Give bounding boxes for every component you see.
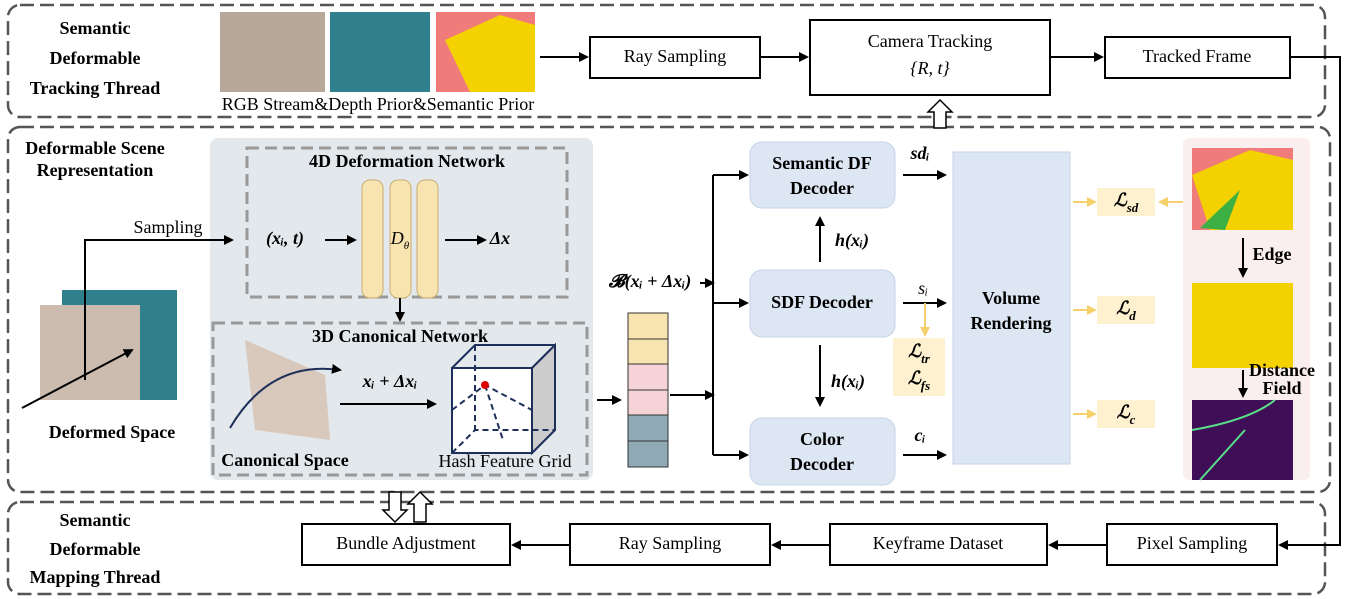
shape [628, 441, 668, 467]
layer [417, 180, 438, 298]
decoder-label: SDF Decoder [771, 292, 873, 312]
block-label: Rendering [971, 313, 1052, 333]
node-label: Camera Tracking [868, 31, 992, 51]
edge-label: Distance [1249, 360, 1315, 380]
thread-title: Semantic [60, 510, 131, 530]
hollow-arrow [383, 492, 407, 522]
math-label: xᵢ + Δxᵢ [362, 371, 418, 391]
math-label: sᵢ [918, 278, 928, 298]
math-label: h(xᵢ) [831, 371, 865, 392]
symbol: ℒ [1114, 190, 1128, 210]
shape [628, 339, 668, 364]
decoder-label: Decoder [790, 454, 854, 474]
node-label: Ray Sampling [624, 46, 727, 66]
distance-image [1192, 400, 1293, 480]
subscript: d [1129, 308, 1136, 323]
diagram: Semantic Deformable Tracking Thread RGB … [0, 0, 1351, 599]
node-label: Tracked Frame [1143, 46, 1252, 66]
symbol: ℒ [908, 341, 922, 361]
math-label: cᵢ [914, 425, 925, 445]
symbol: D [390, 228, 404, 248]
subscript: fs [921, 378, 930, 393]
subscript: θ [404, 240, 410, 252]
thread-title: Tracking Thread [30, 78, 161, 98]
node-label: {R, t} [910, 58, 950, 78]
decoder-label: Semantic DF [772, 153, 871, 173]
edge-label: Field [1263, 378, 1302, 398]
symbol: ℒ [1116, 298, 1130, 318]
caption: Canonical Space [221, 450, 349, 470]
node-label: Keyframe Dataset [873, 533, 1003, 553]
symbol: ℒ [1117, 402, 1131, 422]
edge-image [1192, 283, 1293, 368]
subscript: sd [1126, 200, 1139, 215]
rgb-image [40, 305, 140, 400]
node-label: Bundle Adjustment [336, 533, 476, 553]
symbol: ℒ [908, 368, 922, 388]
rgb-image [220, 12, 325, 92]
shape [628, 415, 668, 441]
decoder [750, 418, 895, 485]
caption: Deformed Space [49, 422, 175, 442]
hollow-arrow [408, 492, 432, 522]
subscript: tr [921, 351, 931, 366]
layer [362, 180, 383, 298]
decoder-label: Color [800, 429, 844, 449]
query-point [481, 381, 489, 389]
node-label: Ray Sampling [619, 533, 722, 553]
node-label: Pixel Sampling [1137, 533, 1248, 553]
math-label: sdᵢ [909, 143, 929, 163]
section-title: Deformable Scene [25, 138, 164, 158]
edge-label: Sampling [133, 217, 202, 237]
caption: Hash Feature Grid [439, 451, 572, 471]
thread-title: Semantic [60, 18, 131, 38]
feature-vector [628, 313, 668, 467]
shape [452, 368, 532, 453]
decoder-label: Decoder [790, 178, 854, 198]
thread-title: Mapping Thread [30, 567, 161, 587]
caption: RGB Stream&Depth Prior&Semantic Prior [222, 94, 534, 114]
shape [628, 364, 668, 390]
box-title: 3D Canonical Network [312, 326, 488, 346]
shape [628, 390, 668, 415]
thread-title: Deformable [50, 48, 141, 68]
math-label: 𝓑(xᵢ + Δxᵢ) [608, 271, 692, 292]
thread-title: Deformable [50, 539, 141, 559]
hollow-arrow [928, 100, 952, 128]
subscript: c [1130, 412, 1136, 427]
depth-image [330, 12, 430, 92]
block-label: Volume [982, 288, 1040, 308]
math-label: Δx [489, 228, 510, 248]
math-label: (xᵢ, t) [266, 228, 304, 249]
math-label: h(xᵢ) [835, 230, 869, 251]
edge-label: Edge [1252, 244, 1291, 264]
box-title: 4D Deformation Network [309, 151, 505, 171]
section-title: Representation [37, 160, 154, 180]
shape [628, 313, 668, 339]
